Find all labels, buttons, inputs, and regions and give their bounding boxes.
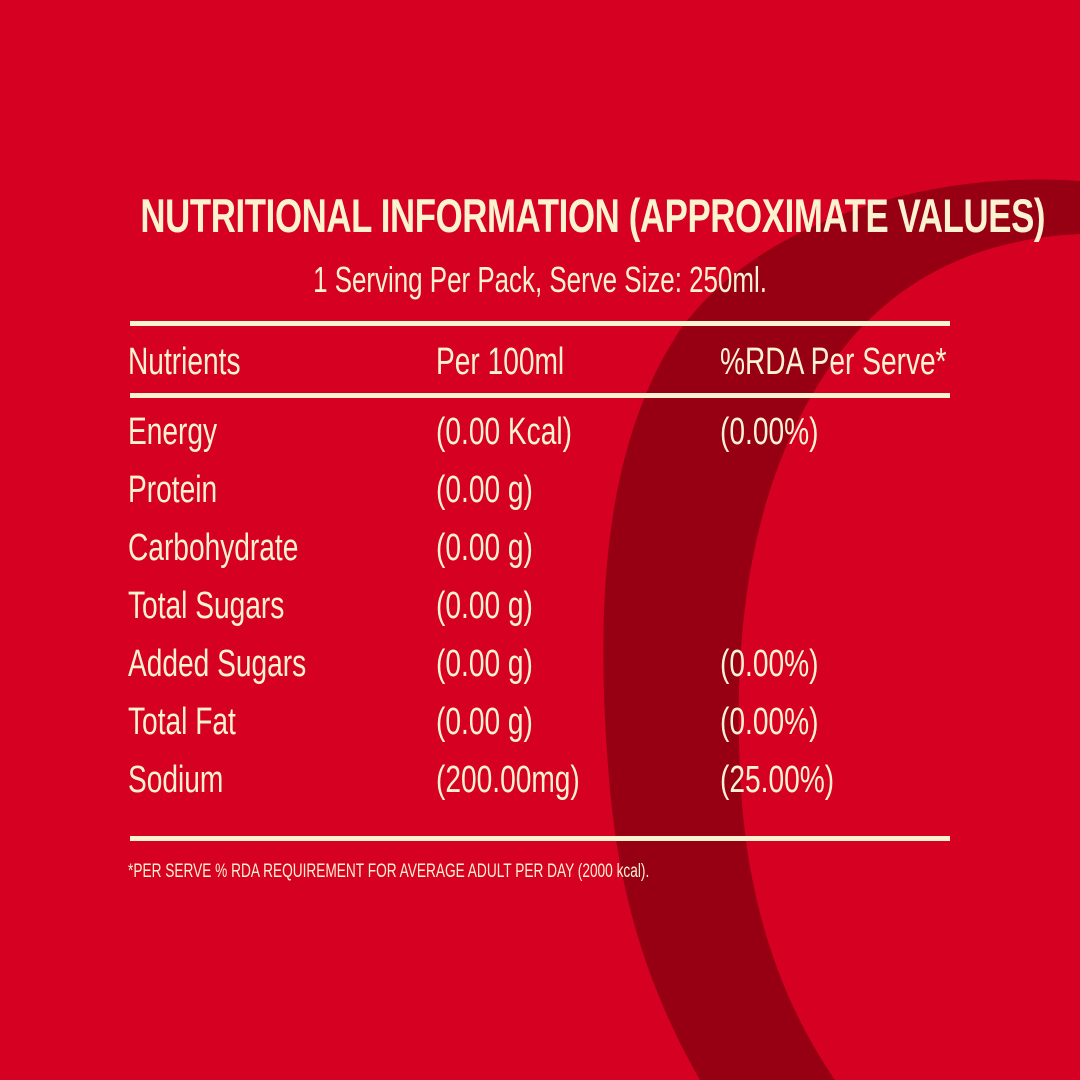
nutrient-per-100ml: (0.00 g) xyxy=(436,643,533,685)
nutrient-name: Added Sugars xyxy=(128,643,307,685)
nutrient-per-100ml: (200.00mg) xyxy=(436,759,580,801)
nutrient-name: Total Fat xyxy=(128,701,236,743)
nutrient-rda: (25.00%) xyxy=(720,759,835,801)
column-header-per-100ml: Per 100ml xyxy=(436,341,565,383)
nutrient-name: Total Sugars xyxy=(128,585,285,627)
nutrient-name: Energy xyxy=(128,411,218,453)
nutrient-rda: (0.00%) xyxy=(720,411,819,453)
nutrient-per-100ml: (0.00 g) xyxy=(436,585,533,627)
nutrient-rda: (0.00%) xyxy=(720,643,819,685)
header-divider xyxy=(130,393,950,398)
nutrient-per-100ml: (0.00 g) xyxy=(436,469,533,511)
serving-info: 1 Serving Per Pack, Serve Size: 250ml. xyxy=(313,259,767,300)
rda-footnote: *PER SERVE % RDA REQUIREMENT FOR AVERAGE… xyxy=(128,861,650,882)
nutrient-name: Sodium xyxy=(128,759,224,801)
column-header-rda: %RDA Per Serve* xyxy=(720,341,947,383)
nutrient-name: Carbohydrate xyxy=(128,527,299,569)
nutrient-rda: (0.00%) xyxy=(720,701,819,743)
page-title: NUTRITIONAL INFORMATION (APPROXIMATE VAL… xyxy=(140,189,1046,242)
table-top-divider xyxy=(130,321,950,326)
column-header-nutrients: Nutrients xyxy=(128,341,241,383)
nutrient-per-100ml: (0.00 g) xyxy=(436,527,533,569)
nutrient-per-100ml: (0.00 g) xyxy=(436,701,533,743)
table-bottom-divider xyxy=(130,836,950,841)
swoosh-shape xyxy=(603,179,1080,1080)
nutrient-name: Protein xyxy=(128,469,218,511)
nutrient-per-100ml: (0.00 Kcal) xyxy=(436,411,572,453)
